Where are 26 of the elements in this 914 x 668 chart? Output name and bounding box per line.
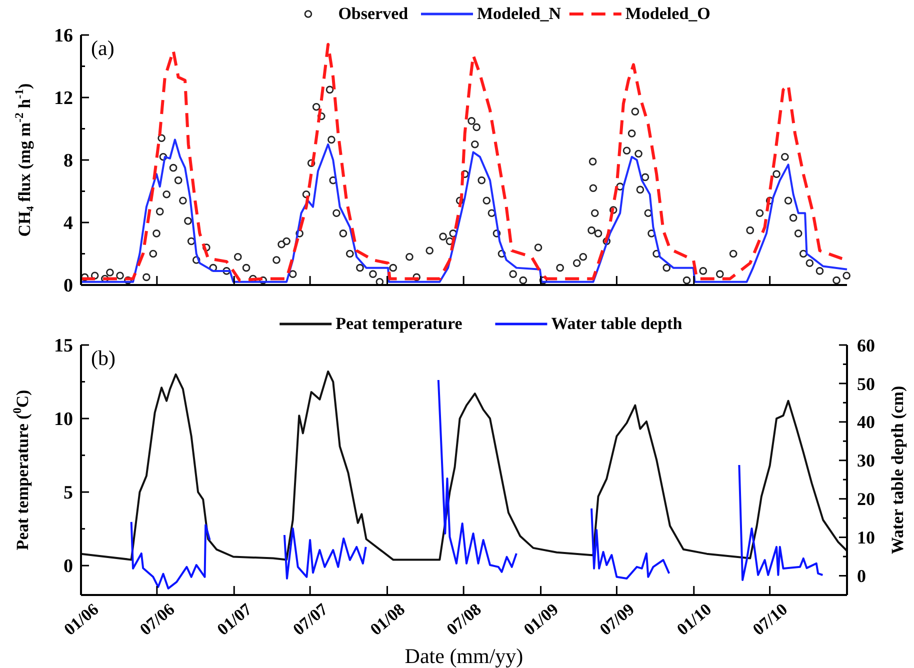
line-series — [80, 370, 848, 561]
y2-tick-label: 60 — [857, 335, 875, 356]
y-tick-label: 4 — [64, 213, 74, 234]
y-tick-label: 0 — [64, 276, 73, 297]
x-axis-title: Date (mm/yy) — [404, 644, 524, 668]
y2-tick-label: 10 — [857, 528, 875, 548]
y2-tick-label: 30 — [857, 450, 875, 471]
y2-tick-label: 0 — [857, 566, 866, 586]
legend-label: Peat temperature — [336, 314, 463, 333]
legend-label: Observed — [338, 4, 409, 23]
chart-title: (a) — [91, 36, 114, 60]
y2-tick-label: 40 — [857, 412, 875, 432]
y2-tick-label: 20 — [857, 489, 875, 510]
y-tick-label: 0 — [64, 556, 73, 578]
y2-axis-title: Water table depth (cm) — [888, 386, 907, 554]
y-tick-label: 16 — [54, 26, 73, 47]
y2-tick-label: 50 — [857, 374, 875, 394]
y-tick-label: 8 — [64, 150, 73, 172]
legend-label: Modeled_O — [625, 4, 710, 23]
y-tick-label: 5 — [64, 482, 73, 504]
y-tick-label: 10 — [54, 409, 73, 430]
y-tick-label: 12 — [54, 88, 73, 110]
legend-label: Modeled_N — [477, 4, 562, 23]
chart-title: (b) — [91, 346, 116, 370]
y-tick-label: 15 — [54, 336, 73, 357]
legend-label: Water table depth — [551, 314, 683, 333]
